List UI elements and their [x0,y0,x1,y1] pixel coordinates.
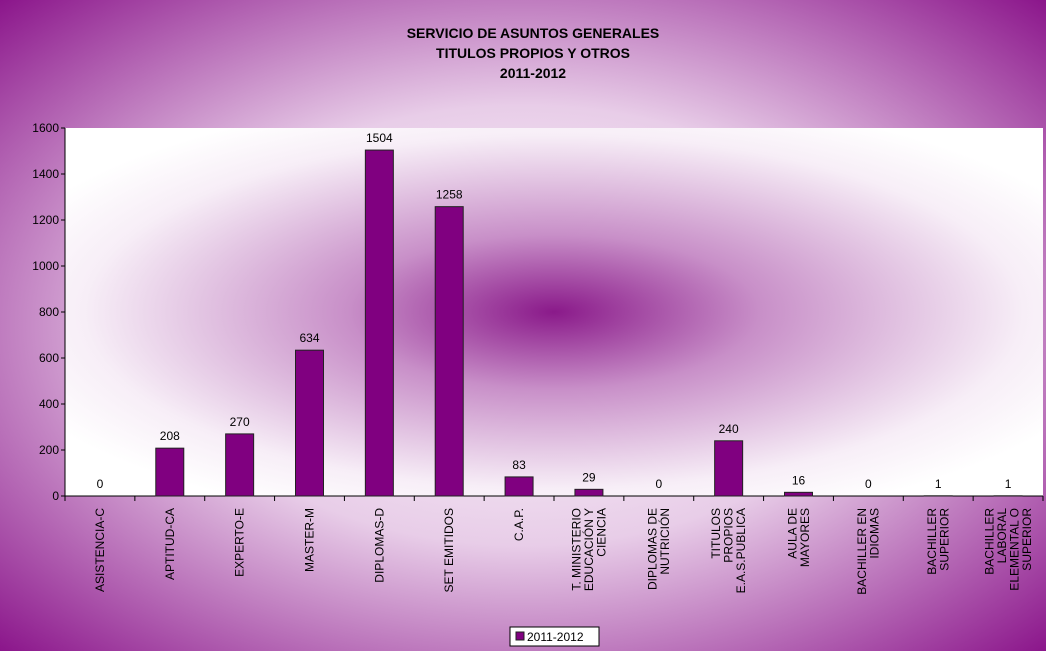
x-tick-label: MASTER-M [303,508,317,572]
bar [715,441,743,496]
y-tick-label: 1200 [32,213,59,227]
data-label: 0 [97,477,104,491]
bar [785,492,813,496]
x-tick-label: BACHILLERSUPERIOR [925,508,952,575]
data-label: 270 [230,415,250,429]
y-tick-label: 0 [52,489,59,503]
legend: 2011-2012 [510,627,599,646]
x-tick-label: AULA DEMAYORES [785,508,812,567]
x-tick-label-line: ASISTENCIA-C [93,508,107,592]
x-tick-label-line: NUTRICIÓN [657,508,672,575]
x-tick-label-line: APTITUD-CA [163,508,177,580]
y-tick-label: 1600 [32,121,59,135]
x-tick-label: APTITUD-CA [163,508,177,580]
data-label: 0 [655,477,662,491]
x-tick-label-line: DIPLOMAS-D [372,508,386,583]
x-tick-label-line: C.A.P. [512,508,526,541]
y-tick-label: 1000 [32,259,59,273]
chart-title: TITULOS PROPIOS Y OTROS [436,45,630,61]
data-label: 16 [792,473,806,487]
y-tick-label: 200 [39,443,59,457]
chart-title: 2011-2012 [500,65,566,81]
x-tick-label-line: EXPERTO-E [233,508,247,577]
data-label: 208 [160,429,180,443]
x-tick-label-line: IDIOMAS [868,508,882,559]
data-label: 0 [865,477,872,491]
bar [575,489,603,496]
x-tick-label-line: SUPERIOR [1020,508,1034,571]
x-tick-label-line: SUPERIOR [937,508,951,571]
x-tick-label: SET EMITIDOS [442,508,456,592]
y-tick-label: 400 [39,397,59,411]
bar [505,477,533,496]
y-tick-label: 800 [39,305,59,319]
data-label: 240 [719,422,739,436]
data-label: 83 [512,458,526,472]
plot-area [65,128,1043,496]
x-tick-label: EXPERTO-E [233,508,247,577]
data-label: 29 [582,470,596,484]
data-label: 1504 [366,131,393,145]
y-tick-label: 1400 [32,167,59,181]
y-tick-label: 600 [39,351,59,365]
bar [435,207,463,496]
x-tick-label: C.A.P. [512,508,526,541]
bar [365,150,393,496]
bar [296,350,324,496]
x-tick-label: ASISTENCIA-C [93,508,107,592]
legend-swatch [516,632,524,640]
chart-title: SERVICIO DE ASUNTOS GENERALES [407,25,660,41]
x-tick-label-line: CIENCIA [594,508,608,557]
legend-label: 2011-2012 [527,630,584,644]
data-label: 1 [935,477,942,491]
bar [156,448,184,496]
x-tick-label-line: MASTER-M [303,508,317,572]
bar [226,434,254,496]
data-label: 1258 [436,188,463,202]
x-tick-label: DIPLOMAS-D [372,508,386,583]
x-tick-label-line: E.A.S.PUBLICA [734,508,748,593]
data-label: 634 [299,331,319,345]
data-label: 1 [1005,477,1012,491]
x-tick-label-line: MAYORES [798,508,812,567]
x-tick-label-line: SET EMITIDOS [442,508,456,592]
